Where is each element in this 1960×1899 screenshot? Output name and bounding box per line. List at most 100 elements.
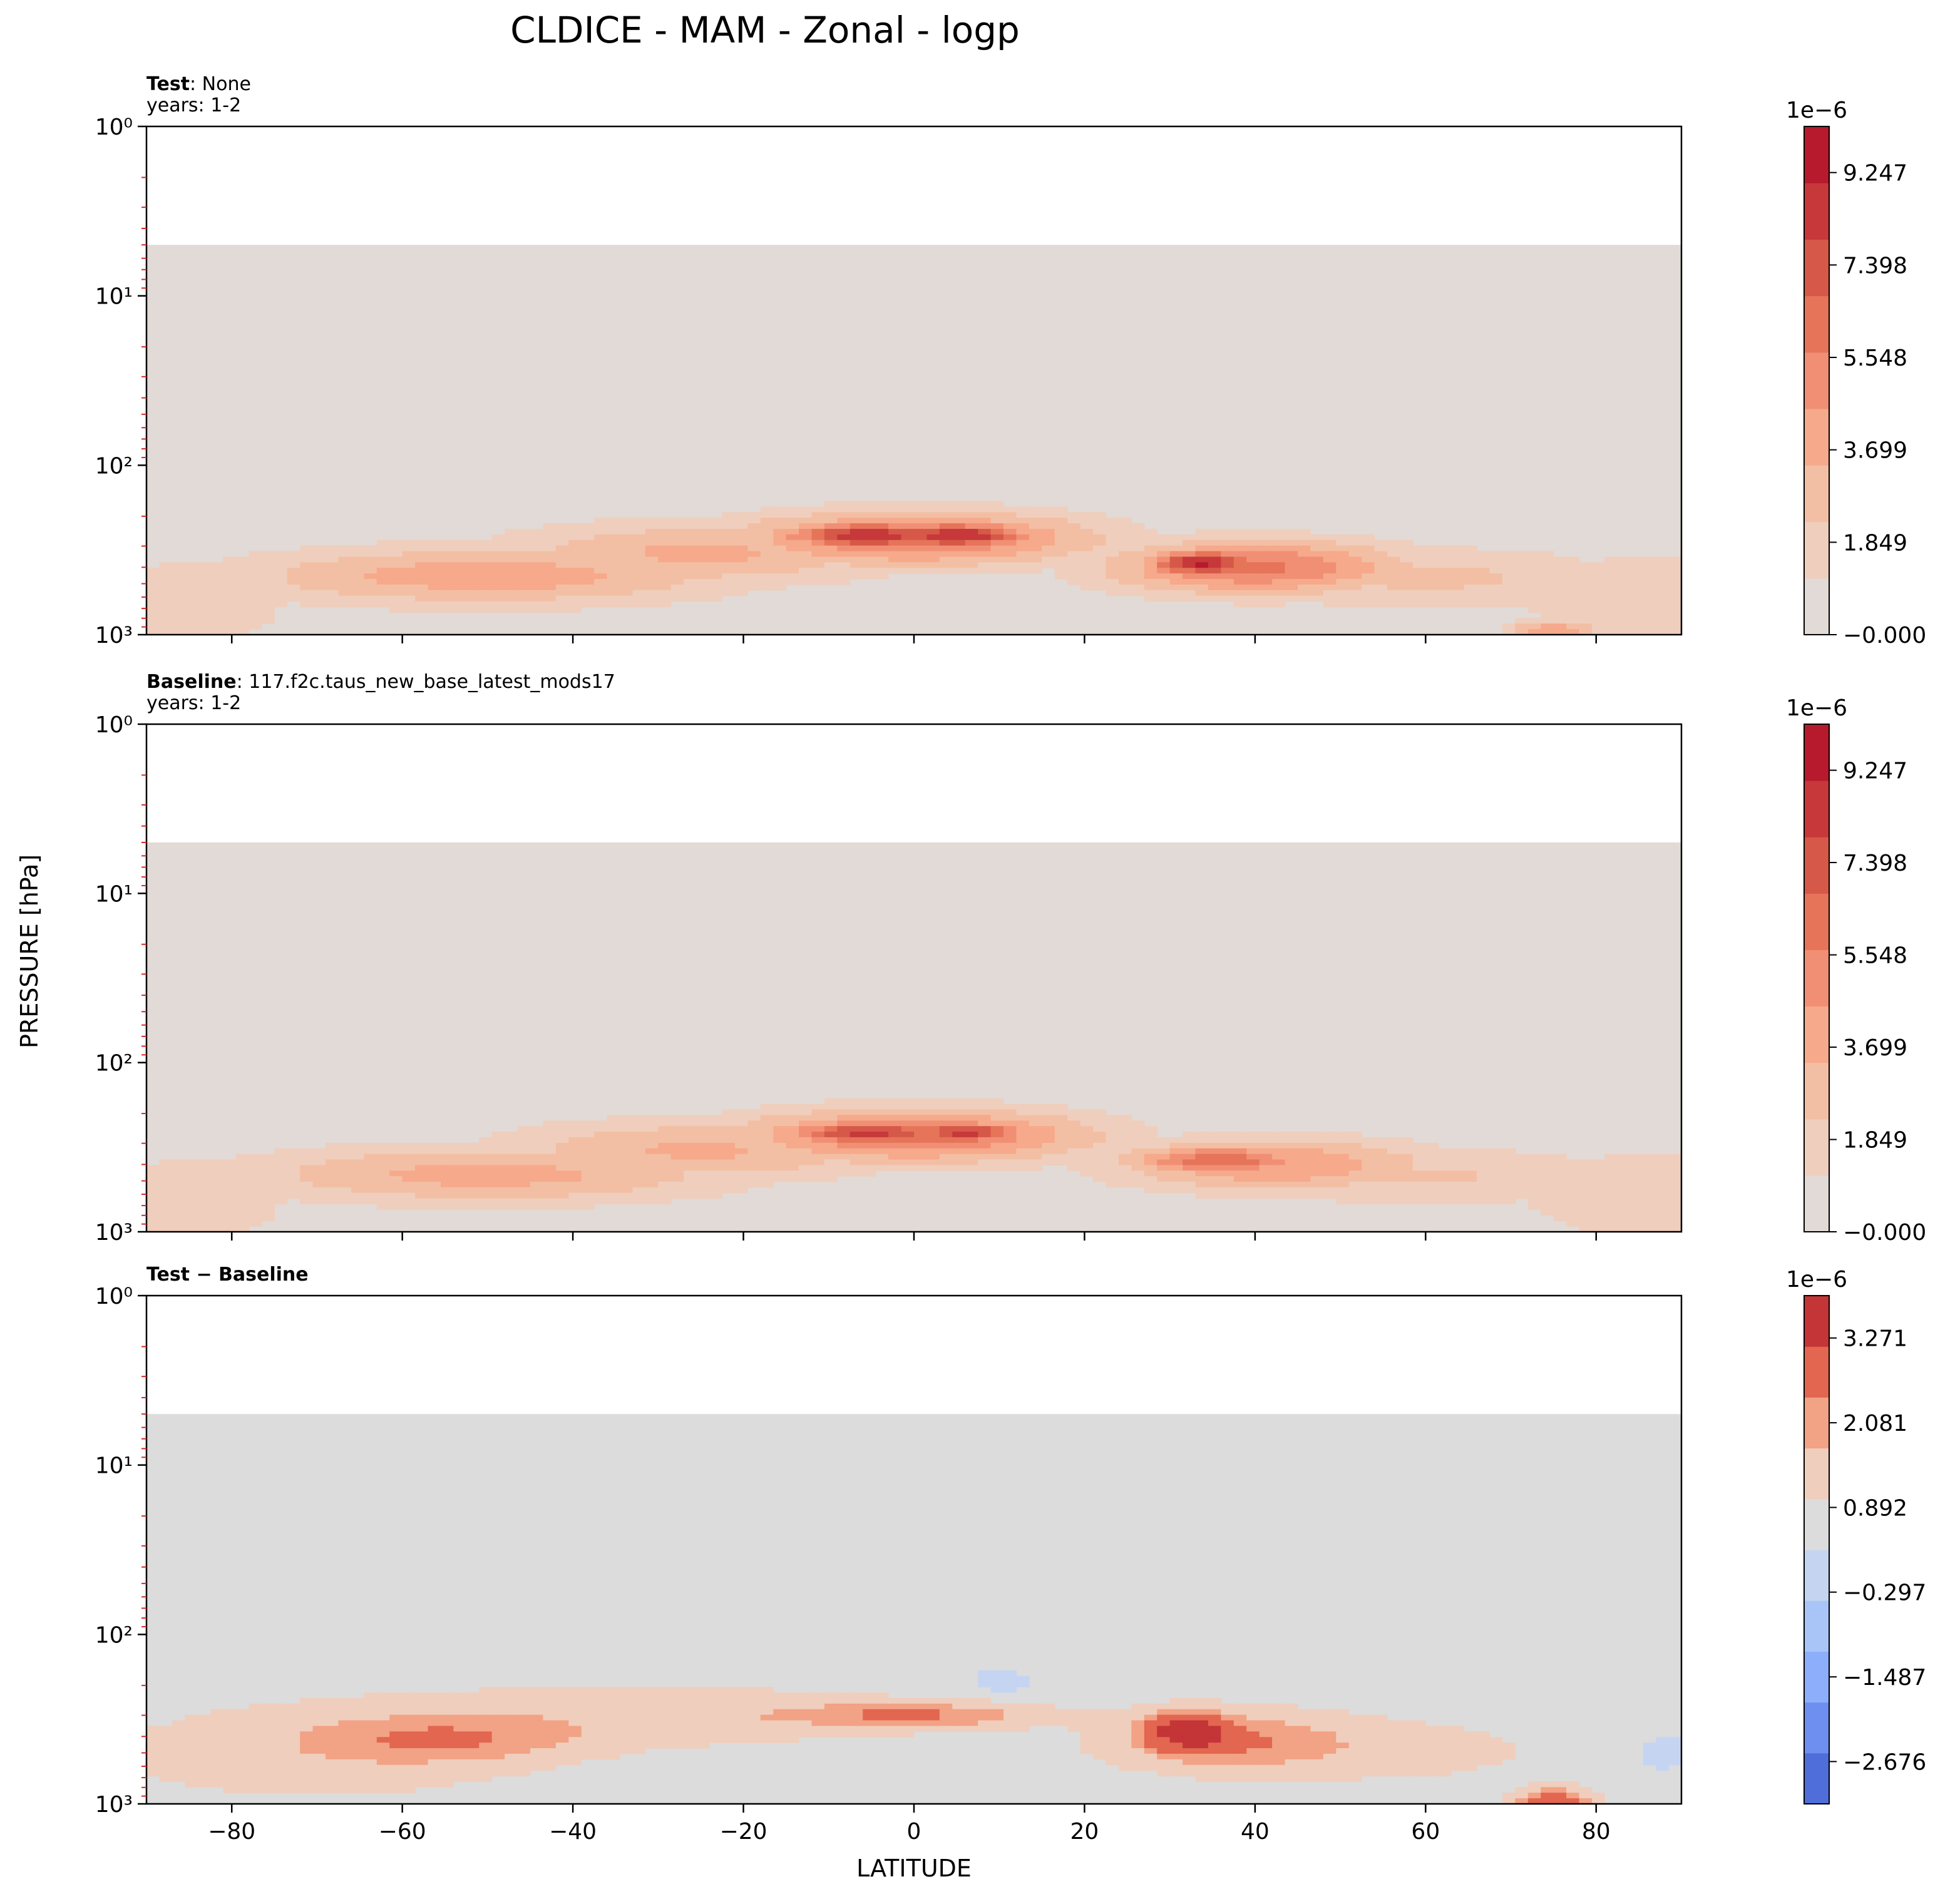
contour-cell	[517, 573, 531, 580]
contour-cell	[965, 1703, 978, 1710]
contour-cell	[1169, 590, 1183, 596]
contour-cell	[312, 1781, 326, 1788]
contour-cell	[479, 1709, 493, 1716]
contour-cell	[684, 1182, 697, 1188]
contour-cell	[568, 1692, 582, 1699]
contour-cell	[747, 1170, 761, 1177]
contour-cell	[1617, 1198, 1631, 1205]
contour-cell	[172, 1170, 185, 1177]
contour-cell	[555, 1204, 569, 1211]
contour-cell	[978, 1670, 992, 1676]
contour-cell	[1259, 573, 1273, 580]
contour-cell	[632, 601, 646, 608]
contour-cell	[760, 1737, 774, 1743]
contour-cell	[632, 523, 646, 530]
contour-cell	[249, 618, 262, 624]
contour-cell	[1502, 1148, 1516, 1155]
contour-cell	[491, 573, 505, 580]
contour-cell	[1093, 534, 1107, 541]
contour-cell	[658, 551, 672, 558]
contour-cell	[210, 584, 224, 591]
contour-cell	[1144, 1148, 1157, 1155]
contour-cell	[645, 1714, 659, 1721]
contour-cell	[274, 1770, 288, 1777]
contour-cell	[185, 1748, 198, 1754]
contour-cell	[261, 595, 275, 602]
contour-cell	[978, 1120, 992, 1127]
contour-cell	[773, 573, 787, 580]
contour-cell	[568, 573, 582, 580]
contour-cell	[1604, 1159, 1618, 1165]
contour-cell	[555, 1198, 569, 1205]
contour-cell	[236, 1748, 250, 1754]
contour-cell	[734, 556, 748, 563]
contour-cell	[939, 501, 953, 507]
contour-cell	[1246, 545, 1260, 552]
contour-cell	[249, 1714, 262, 1721]
contour-cell	[440, 1182, 454, 1188]
contour-cell	[632, 584, 646, 591]
contour-cell	[1489, 551, 1503, 558]
contour-cell	[415, 1703, 429, 1710]
contour-cell	[338, 1743, 352, 1749]
contour-cell	[1477, 1748, 1491, 1754]
contour-cell	[1541, 1192, 1554, 1199]
contour-cell	[1617, 1182, 1631, 1188]
contour-cell	[722, 1109, 736, 1115]
contour-cell	[1362, 1159, 1375, 1165]
contour-cell	[1157, 1764, 1171, 1771]
contour-cell	[607, 1743, 620, 1749]
contour-cell	[1489, 1743, 1503, 1749]
contour-cell	[389, 551, 403, 558]
contour-cell	[1374, 568, 1388, 574]
contour-cell	[517, 1692, 531, 1699]
contour-cell	[1310, 1182, 1324, 1188]
contour-cell	[1195, 534, 1209, 541]
contour-cell	[1106, 1176, 1119, 1182]
contour-cell	[1425, 1192, 1439, 1199]
contour-cell	[709, 518, 723, 524]
contour-cell	[1336, 1148, 1350, 1155]
contour-cell	[670, 518, 684, 524]
contour-cell	[696, 1743, 710, 1749]
contour-cell	[799, 1726, 813, 1732]
contour-cell	[734, 1720, 748, 1727]
contour-cell	[312, 1737, 326, 1743]
contour-cell	[990, 534, 1004, 541]
contour-cell	[734, 562, 748, 568]
contour-cell	[607, 595, 620, 602]
contour-cell	[760, 1687, 774, 1693]
contour-cell	[338, 556, 352, 563]
contour-cell	[223, 1187, 237, 1194]
contour-cell	[453, 1748, 467, 1754]
contour-cell	[1515, 562, 1529, 568]
contour-cell	[274, 1787, 288, 1793]
contour-cell	[1080, 512, 1094, 518]
contour-cell	[1425, 1770, 1439, 1777]
contour-cell	[1106, 573, 1119, 580]
contour-cell	[364, 1198, 377, 1205]
contour-cell	[261, 1159, 275, 1165]
contour-cell	[428, 1170, 441, 1177]
contour-cell	[1246, 1737, 1260, 1743]
contour-cell	[517, 1753, 531, 1760]
contour-cell	[1438, 1770, 1452, 1777]
contour-cell	[1374, 1148, 1388, 1155]
contour-cell	[1093, 568, 1107, 574]
contour-cell	[1285, 1165, 1298, 1171]
contour-cell	[901, 1132, 915, 1138]
contour-cell	[1362, 556, 1375, 563]
contour-cell	[1591, 573, 1605, 580]
contour-cell	[670, 562, 684, 568]
contour-cell	[581, 1743, 595, 1749]
contour-cell	[505, 1148, 518, 1155]
contour-cell	[440, 1198, 454, 1205]
contour-cell	[1080, 540, 1094, 546]
contour-cell	[709, 1148, 723, 1155]
contour-cell	[658, 1703, 672, 1710]
contour-cell	[326, 556, 339, 563]
contour-cell	[658, 584, 672, 591]
y-tick-label: 10¹	[95, 881, 133, 907]
contour-cell	[1003, 540, 1017, 546]
contour-cell	[978, 562, 992, 568]
